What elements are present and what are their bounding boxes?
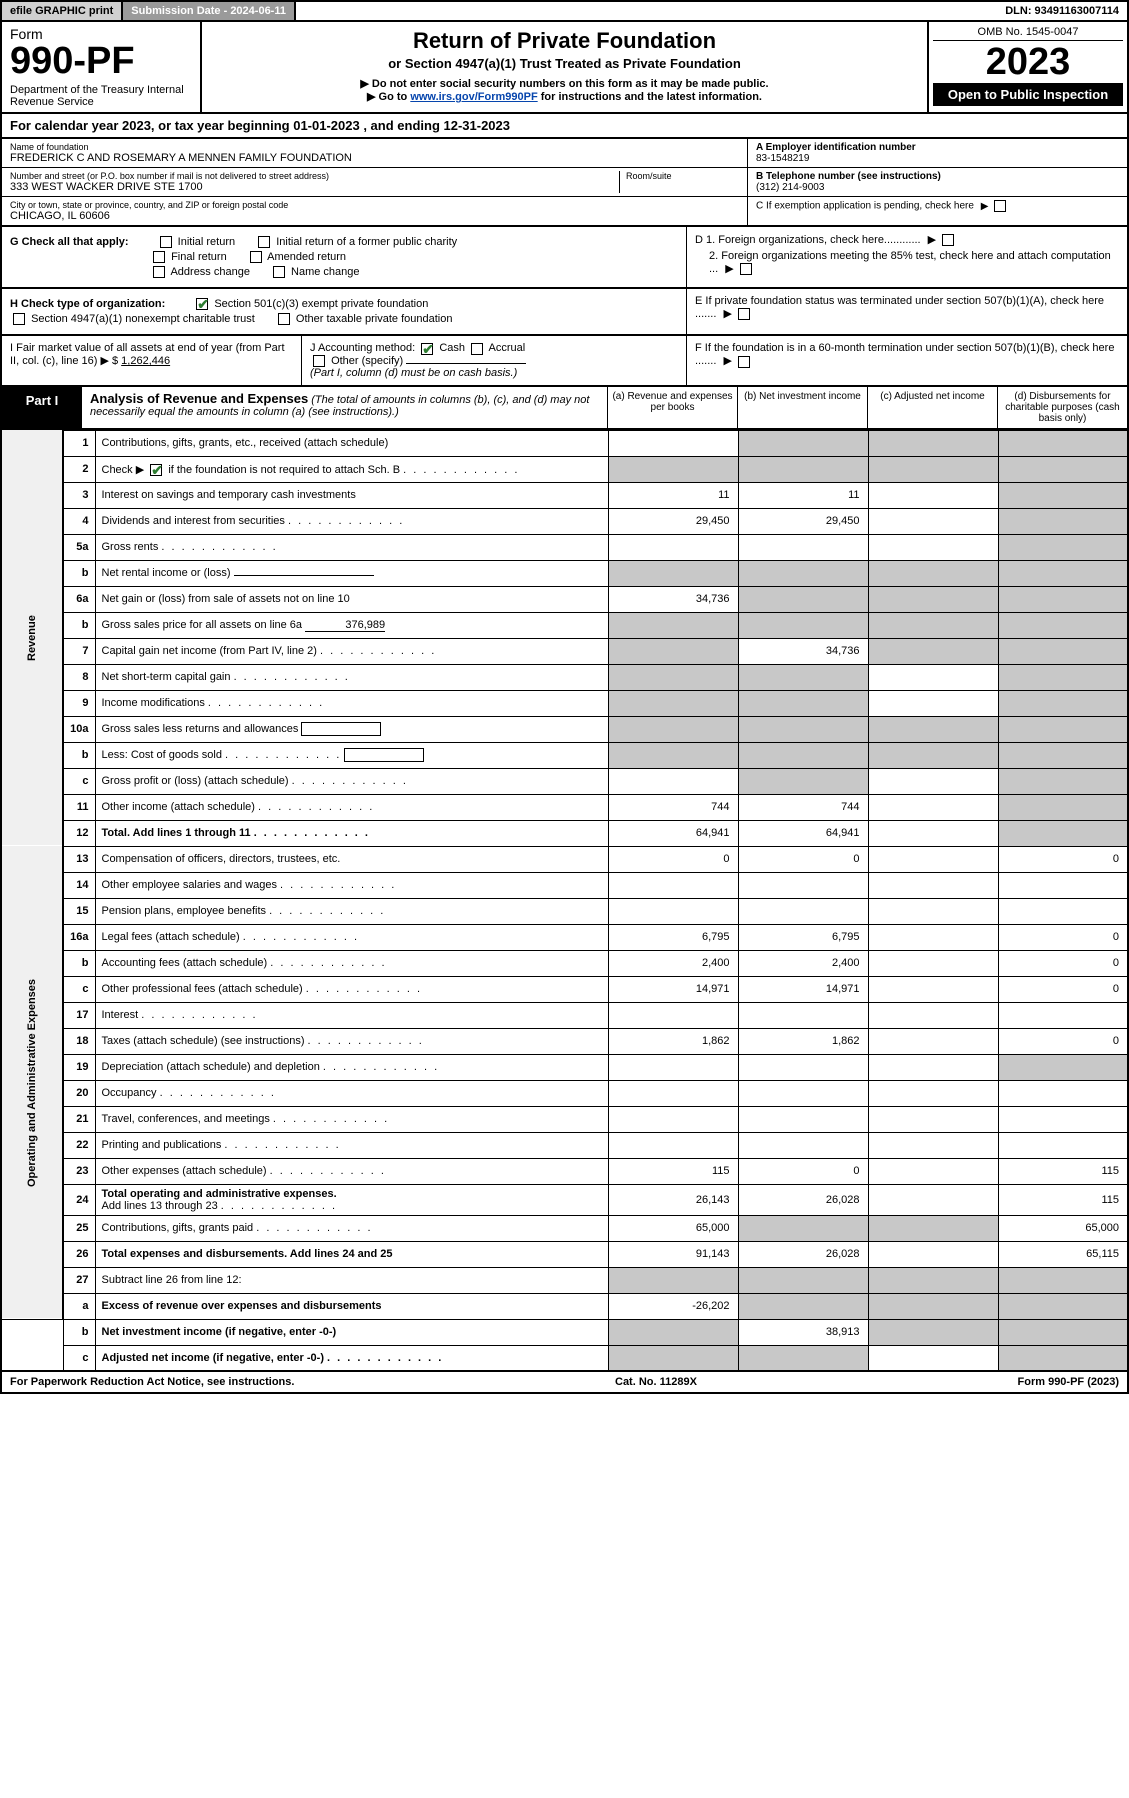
f-label: F If the foundation is in a 60-month ter… bbox=[695, 342, 1114, 367]
footer-mid: Cat. No. 11289X bbox=[294, 1376, 1017, 1388]
j-accrual-checkbox[interactable] bbox=[471, 343, 483, 355]
city-label: City or town, state or province, country… bbox=[10, 200, 739, 210]
line3-a: 11 bbox=[608, 482, 738, 508]
e-label: E If private foundation status was termi… bbox=[695, 295, 1104, 320]
part1-badge: Part I bbox=[2, 387, 82, 428]
i-value: 1,262,446 bbox=[121, 355, 170, 367]
d1-checkbox[interactable] bbox=[942, 234, 954, 246]
j-cash-checkbox[interactable] bbox=[421, 343, 433, 355]
foundation-city: CHICAGO, IL 60606 bbox=[10, 210, 739, 222]
tel-value: (312) 214-9003 bbox=[756, 182, 1119, 193]
i-j-f-section: I Fair market value of all assets at end… bbox=[0, 336, 1129, 386]
d2-checkbox[interactable] bbox=[740, 263, 752, 275]
e-checkbox[interactable] bbox=[738, 308, 750, 320]
open-public-badge: Open to Public Inspection bbox=[933, 83, 1123, 106]
calendar-year-line: For calendar year 2023, or tax year begi… bbox=[0, 114, 1129, 139]
form-subtitle: or Section 4947(a)(1) Trust Treated as P… bbox=[214, 56, 915, 71]
foundation-address: 333 WEST WACKER DRIVE STE 1700 bbox=[10, 181, 619, 193]
col-a-header: (a) Revenue and expenses per books bbox=[607, 387, 737, 428]
ein-value: 83-1548219 bbox=[756, 153, 1119, 164]
g-address-checkbox[interactable] bbox=[153, 266, 165, 278]
tax-year: 2023 bbox=[933, 43, 1123, 81]
footer-right: Form 990-PF (2023) bbox=[1018, 1376, 1119, 1388]
part1-table: Revenue 1 Contributions, gifts, grants, … bbox=[0, 430, 1129, 1373]
h-501-checkbox[interactable] bbox=[196, 298, 208, 310]
c-checkbox[interactable] bbox=[994, 200, 1006, 212]
form-title: Return of Private Foundation bbox=[214, 28, 915, 54]
room-label: Room/suite bbox=[626, 171, 739, 181]
j-lead: J Accounting method: bbox=[310, 342, 415, 354]
ssn-note: ▶ Do not enter social security numbers o… bbox=[214, 77, 915, 90]
form-header: Form 990-PF Department of the Treasury I… bbox=[0, 22, 1129, 114]
h-e-section: H Check type of organization: Section 50… bbox=[0, 289, 1129, 336]
name-label: Name of foundation bbox=[10, 142, 739, 152]
h-lead: H Check type of organization: bbox=[10, 298, 165, 310]
irs-link[interactable]: www.irs.gov/Form990PF bbox=[410, 91, 537, 103]
col-c-header: (c) Adjusted net income bbox=[867, 387, 997, 428]
g-d-section: G Check all that apply: Initial return I… bbox=[0, 227, 1129, 289]
j-note: (Part I, column (d) must be on cash basi… bbox=[310, 367, 517, 379]
g-amended-checkbox[interactable] bbox=[250, 251, 262, 263]
dln-number: DLN: 93491163007114 bbox=[997, 2, 1127, 20]
line1-desc: Contributions, gifts, grants, etc., rece… bbox=[95, 430, 608, 456]
footer-left: For Paperwork Reduction Act Notice, see … bbox=[10, 1376, 294, 1388]
g-initial-checkbox[interactable] bbox=[160, 236, 172, 248]
g-final-checkbox[interactable] bbox=[153, 251, 165, 263]
col-b-header: (b) Net investment income bbox=[737, 387, 867, 428]
revenue-vlabel: Revenue bbox=[1, 430, 63, 846]
top-bar: efile GRAPHIC print Submission Date - 20… bbox=[0, 0, 1129, 22]
omb-number: OMB No. 1545-0047 bbox=[933, 26, 1123, 41]
schb-checkbox[interactable] bbox=[150, 464, 162, 476]
j-other-checkbox[interactable] bbox=[313, 355, 325, 367]
goto-note: ▶ Go to www.irs.gov/Form990PF for instru… bbox=[214, 90, 915, 103]
h-other-checkbox[interactable] bbox=[278, 313, 290, 325]
h-4947-checkbox[interactable] bbox=[13, 313, 25, 325]
d2-label: 2. Foreign organizations meeting the 85%… bbox=[709, 250, 1111, 275]
col-d-header: (d) Disbursements for charitable purpose… bbox=[997, 387, 1127, 428]
line3-b: 11 bbox=[738, 482, 868, 508]
g-name-checkbox[interactable] bbox=[273, 266, 285, 278]
arrow-icon: ▶ bbox=[981, 201, 989, 212]
page-footer: For Paperwork Reduction Act Notice, see … bbox=[0, 1372, 1129, 1394]
entity-info: Name of foundation FREDERICK C AND ROSEM… bbox=[0, 139, 1129, 227]
foundation-name: FREDERICK C AND ROSEMARY A MENNEN FAMILY… bbox=[10, 152, 739, 164]
dept-label: Department of the Treasury Internal Reve… bbox=[10, 84, 192, 108]
tel-label: B Telephone number (see instructions) bbox=[756, 171, 1119, 182]
form-number: 990-PF bbox=[10, 42, 192, 80]
part1-title: Analysis of Revenue and Expenses bbox=[90, 391, 308, 406]
addr-label: Number and street (or P.O. box number if… bbox=[10, 171, 619, 181]
ein-label: A Employer identification number bbox=[756, 142, 1119, 153]
c-label: C If exemption application is pending, c… bbox=[756, 201, 974, 212]
g-lead: G Check all that apply: bbox=[10, 236, 129, 248]
part1-header: Part I Analysis of Revenue and Expenses … bbox=[0, 387, 1129, 430]
efile-print-button[interactable]: efile GRAPHIC print bbox=[2, 2, 123, 20]
line2-desc: Check ▶ if the foundation is not require… bbox=[95, 456, 608, 482]
submission-date: Submission Date - 2024-06-11 bbox=[123, 2, 296, 20]
expenses-vlabel: Operating and Administrative Expenses bbox=[1, 846, 63, 1319]
f-checkbox[interactable] bbox=[738, 356, 750, 368]
d1-label: D 1. Foreign organizations, check here..… bbox=[695, 234, 921, 246]
g-initial-former-checkbox[interactable] bbox=[258, 236, 270, 248]
